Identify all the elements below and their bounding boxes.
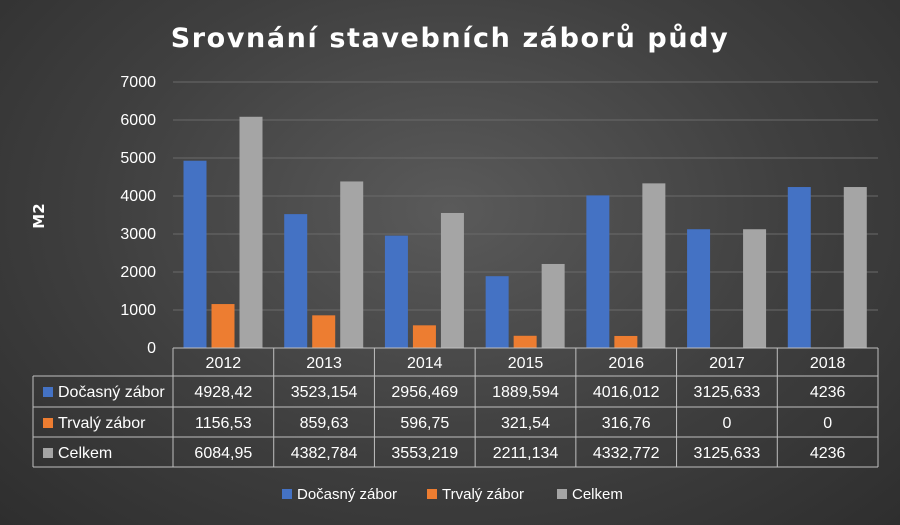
bar xyxy=(485,276,509,348)
y-tick-label: 7000 xyxy=(120,74,156,91)
gridlines xyxy=(173,81,878,311)
legend-key xyxy=(43,418,53,428)
data-label: 316,76 xyxy=(602,415,651,432)
bar xyxy=(239,116,263,348)
bars xyxy=(183,116,867,348)
data-label: 4382,784 xyxy=(291,445,358,462)
legend-key xyxy=(43,387,53,397)
y-tick-label: 4000 xyxy=(120,188,156,205)
data-label: 6084,95 xyxy=(194,445,252,462)
bar xyxy=(312,315,336,348)
data-label: 4928,42 xyxy=(194,384,252,401)
y-axis-ticks: 0 1000 2000 3000 4000 5000 6000 7000 xyxy=(120,74,156,357)
y-tick-label: 2000 xyxy=(120,264,156,281)
x-tick-label: 2015 xyxy=(508,355,544,372)
y-tick-label: 1000 xyxy=(120,302,156,319)
bar xyxy=(284,214,308,348)
bar xyxy=(340,181,364,348)
data-table: 2012 2013 2014 2015 2016 2017 2018 Dočasný zábo… xyxy=(32,347,879,468)
series-name: Celkem xyxy=(58,445,112,462)
legend: Dočasný zábor Trvalý zábor Celkem xyxy=(282,486,623,503)
y-tick-label: 6000 xyxy=(120,112,156,129)
data-label: 4236 xyxy=(810,445,846,462)
data-label: 3125,633 xyxy=(694,384,761,401)
data-label: 321,54 xyxy=(501,415,550,432)
bar xyxy=(843,187,867,348)
series-name: Trvalý zábor xyxy=(58,415,146,432)
data-label: 2211,134 xyxy=(493,445,559,462)
data-label: 0 xyxy=(722,415,731,432)
data-label: 0 xyxy=(823,415,832,432)
bar xyxy=(586,195,610,348)
bar xyxy=(183,160,207,348)
y-tick-label: 0 xyxy=(147,340,156,357)
bar xyxy=(440,212,464,348)
legend-label: Trvalý zábor xyxy=(442,486,524,503)
data-label: 1156,53 xyxy=(195,415,252,432)
data-label: 3553,219 xyxy=(391,445,458,462)
x-tick-label: 2014 xyxy=(407,355,443,372)
legend-key xyxy=(557,489,567,499)
data-label: 4236 xyxy=(810,384,846,401)
bar xyxy=(513,335,537,348)
series-name: Dočasný zábor xyxy=(58,384,165,401)
x-tick-label: 2016 xyxy=(608,355,644,372)
bar xyxy=(384,235,408,348)
data-label: 4332,772 xyxy=(593,445,660,462)
bar xyxy=(787,187,811,348)
bar xyxy=(687,229,711,348)
bar xyxy=(412,325,436,348)
legend-label: Celkem xyxy=(572,486,623,503)
legend-label: Dočasný zábor xyxy=(297,486,397,503)
x-tick-label: 2018 xyxy=(810,355,846,372)
data-label: 4016,012 xyxy=(593,384,660,401)
legend-key xyxy=(427,489,437,499)
bar xyxy=(211,304,235,348)
x-tick-label: 2012 xyxy=(206,355,242,372)
data-label: 3125,633 xyxy=(694,445,761,462)
data-label: 2956,469 xyxy=(391,384,458,401)
bar xyxy=(541,263,565,348)
y-axis-label: M2 xyxy=(30,203,48,228)
data-label: 859,63 xyxy=(300,415,349,432)
bar xyxy=(743,229,767,348)
data-label: 596,75 xyxy=(400,415,449,432)
bar xyxy=(642,183,666,348)
x-tick-label: 2017 xyxy=(709,355,745,372)
y-tick-label: 5000 xyxy=(120,150,156,167)
data-label: 3523,154 xyxy=(291,384,358,401)
legend-key xyxy=(282,489,292,499)
bar xyxy=(614,335,638,348)
data-label: 1889,594 xyxy=(492,384,559,401)
y-tick-label: 3000 xyxy=(120,226,156,243)
chart-title: Srovnání stavebních záborů půdy xyxy=(171,23,730,54)
x-tick-label: 2013 xyxy=(306,355,342,372)
legend-key xyxy=(43,448,53,458)
